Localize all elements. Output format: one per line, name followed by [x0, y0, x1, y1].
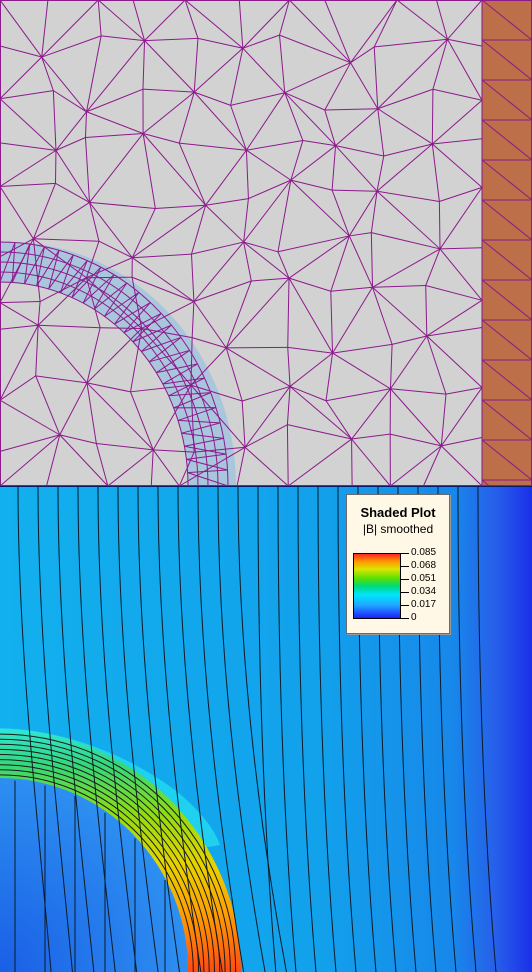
- mesh-lines: [0, 0, 532, 486]
- magnetized-ring: [0, 729, 241, 972]
- legend-tick: [401, 553, 409, 554]
- legend-color-bar: [353, 553, 401, 619]
- flux-lines: [14, 486, 497, 972]
- legend-title: Shaded Plot: [360, 505, 436, 520]
- field-plot: [0, 486, 532, 972]
- mesh-view: [0, 0, 532, 486]
- legend-tick: [401, 618, 409, 619]
- legend-tick: [401, 579, 409, 580]
- legend-tick: [401, 566, 409, 567]
- legend-tick: [401, 605, 409, 606]
- legend-tick-label: 0.068: [411, 560, 437, 571]
- legend-subtitle: |B| smoothed: [362, 522, 434, 536]
- legend-box: Shaded Plot |B| smoothed 0.085 0.068 0.0…: [346, 494, 450, 634]
- legend-tick-label: 0.085: [411, 547, 437, 558]
- legend-tick: [401, 592, 409, 593]
- legend-tick-label: 0.017: [411, 599, 437, 610]
- legend-tick-label: 0: [411, 612, 417, 623]
- steel-strip: [482, 0, 532, 486]
- legend-tick-label: 0.034: [411, 586, 437, 597]
- ring-flux-lines: [0, 733, 237, 972]
- legend-tick-label: 0.051: [411, 573, 437, 584]
